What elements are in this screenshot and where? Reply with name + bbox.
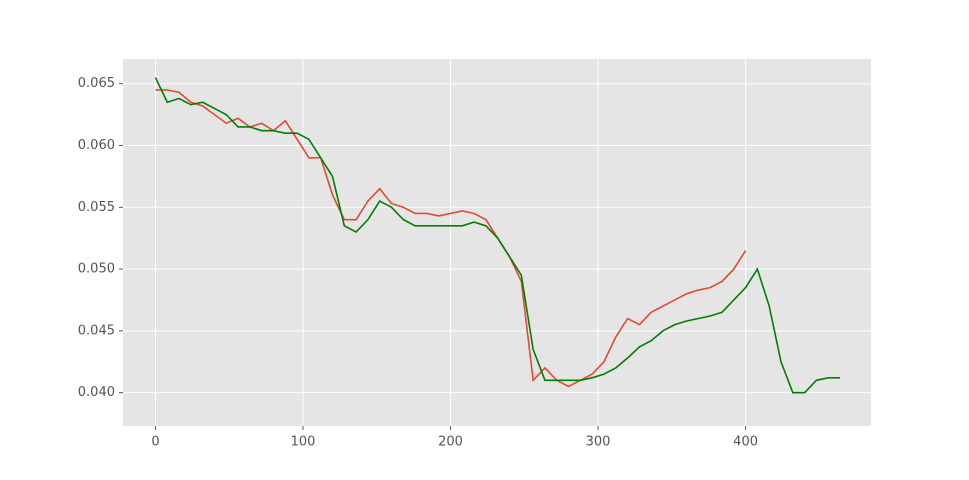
x-tick-label: 400 bbox=[733, 435, 758, 450]
y-tick-label: 0.055 bbox=[78, 200, 115, 215]
y-tick-label: 0.060 bbox=[78, 138, 115, 153]
line-series bbox=[154, 77, 841, 394]
y-tick-label: 0.040 bbox=[78, 385, 115, 400]
x-tick-label: 300 bbox=[586, 435, 611, 450]
x-tick-label: 100 bbox=[291, 435, 316, 450]
x-tick-label: 200 bbox=[438, 435, 463, 450]
line-series bbox=[155, 89, 747, 388]
y-tick-label: 0.045 bbox=[78, 323, 115, 338]
x-tick-label: 0 bbox=[151, 435, 159, 450]
plot-area bbox=[123, 59, 871, 426]
y-tick-label: 0.050 bbox=[78, 262, 115, 277]
y-tick-label: 0.065 bbox=[78, 76, 115, 91]
